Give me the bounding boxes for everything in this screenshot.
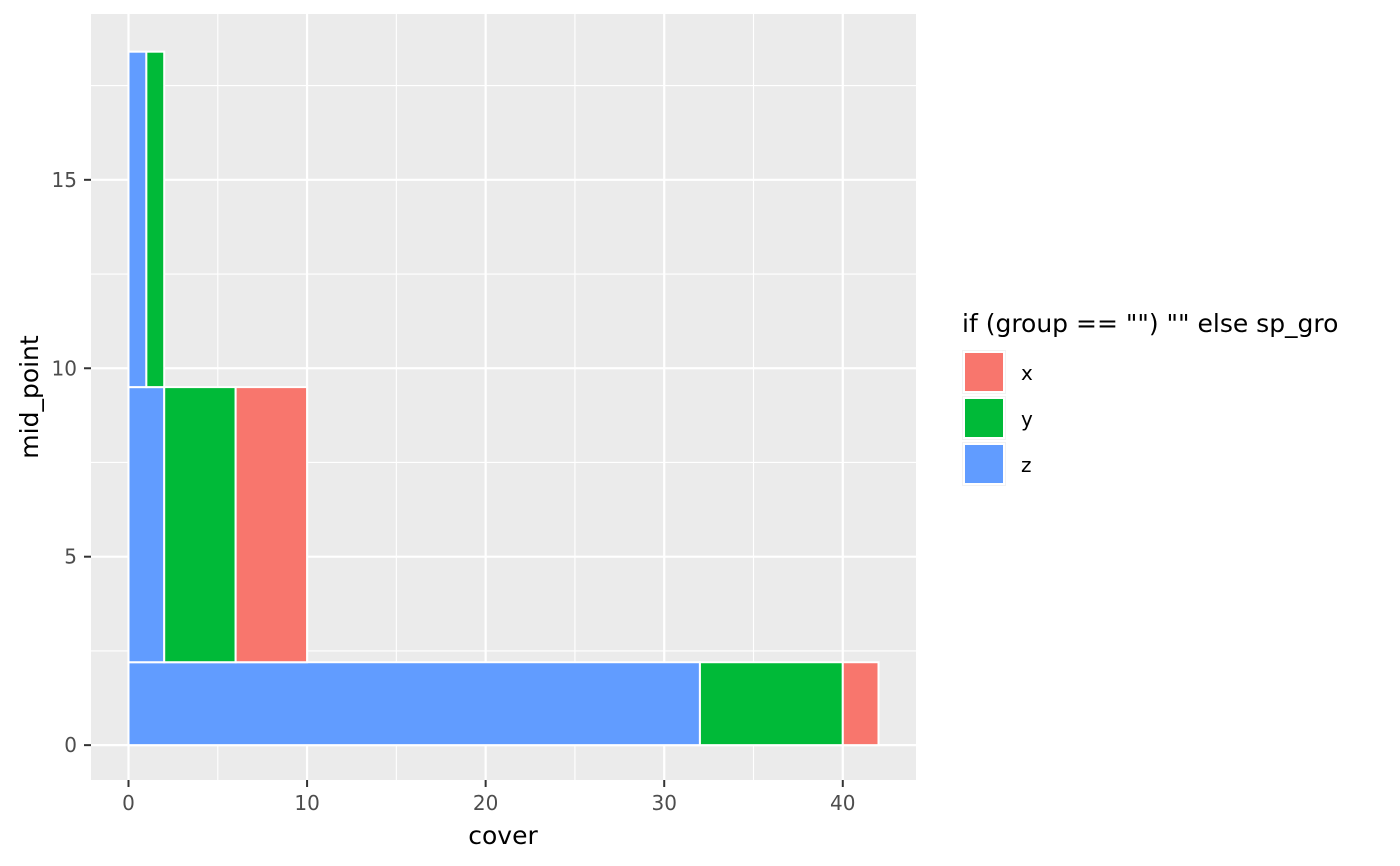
bar-y	[698, 661, 844, 747]
y-tick-label: 15	[52, 168, 77, 192]
legend: xyz	[962, 350, 1033, 486]
legend-swatch-z	[963, 443, 1005, 485]
y-axis: 0 5 10 15	[52, 168, 91, 757]
bar-z	[127, 386, 166, 664]
y-tick-label: 10	[52, 356, 77, 380]
y-tick-label: 0	[64, 733, 77, 757]
bar-x	[234, 386, 309, 664]
bar-y	[145, 50, 166, 389]
minor-gridlines	[91, 14, 916, 780]
legend-label-y: y	[1021, 407, 1033, 431]
legend-label-x: x	[1021, 361, 1033, 385]
x-tick-label: 10	[294, 791, 319, 815]
x-axis-title: cover	[468, 821, 538, 850]
x-tick-label: 20	[473, 791, 498, 815]
x-axis: 0 10 20 30 40	[122, 780, 856, 815]
bar-x	[841, 661, 880, 747]
x-tick-label: 30	[651, 791, 676, 815]
bars	[127, 50, 880, 747]
y-tick-label: 5	[64, 545, 77, 569]
x-tick-label: 0	[122, 791, 135, 815]
x-tick-label: 40	[830, 791, 855, 815]
legend-label-z: z	[1021, 453, 1032, 477]
bar-z	[127, 661, 701, 747]
legend-swatch-x	[963, 351, 1005, 393]
bar-z	[127, 50, 148, 389]
y-axis-title: mid_point	[15, 335, 44, 459]
bar-y	[163, 386, 237, 664]
legend-title: if (group == "") "" else sp_gro	[962, 309, 1338, 338]
legend-swatch-y	[963, 397, 1005, 439]
